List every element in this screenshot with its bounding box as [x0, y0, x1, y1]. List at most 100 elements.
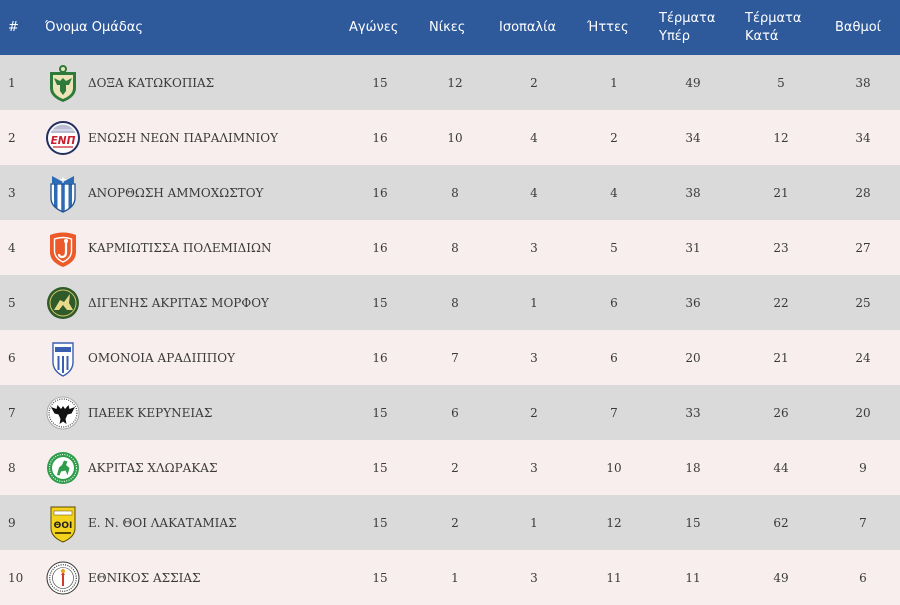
team-name[interactable]: ΑΚΡΙΤΑΣ ΧΛΩΡΑΚΑΣ — [88, 460, 218, 475]
goals-against-cell: 49 — [773, 570, 789, 585]
goals-against-cell: 5 — [777, 75, 785, 90]
team-name[interactable]: ΔΙΓΕΝΗΣ ΑΚΡΙΤΑΣ ΜΟΡΦΟΥ — [88, 295, 269, 310]
team-name[interactable]: ΚΑΡΜΙΩΤΙΣΣΑ ΠΟΛΕΜΙΔΙΩΝ — [88, 240, 272, 255]
team-cell: ΑΝΟΡΘΩΣΗ ΑΜΜΟΧΩΣΤΟΥ — [40, 173, 340, 213]
table-header: # Όνομα Ομάδας Αγώνες Νίκες Ισοπαλία Ήττ… — [0, 0, 900, 55]
wins-cell: 10 — [447, 130, 463, 145]
standings-row: 3 ΑΝΟΡΘΩΣΗ ΑΜΜΟΧΩ — [0, 165, 900, 220]
played-cell: 15 — [372, 460, 388, 475]
goals-against-cell: 44 — [773, 460, 789, 475]
team-name[interactable]: ΕΝΩΣΗ ΝΕΩΝ ΠΑΡΑΛΙΜΝΙΟΥ — [88, 130, 279, 145]
header-wins: Νίκες — [420, 19, 490, 37]
played-cell: 15 — [372, 75, 388, 90]
draws-cell: 3 — [530, 570, 538, 585]
played-cell: 16 — [372, 185, 388, 200]
draws-cell: 4 — [530, 130, 538, 145]
rank-cell: 8 — [8, 460, 16, 475]
team-cell: ΚΑΡΜΙΩΤΙΣΣΑ ΠΟΛΕΜΙΔΙΩΝ — [40, 228, 340, 268]
rank-cell: 10 — [8, 570, 24, 585]
goals-against-cell: 12 — [773, 130, 789, 145]
goals-for-cell: 36 — [685, 295, 701, 310]
wins-cell: 7 — [451, 350, 459, 365]
team-name[interactable]: Ε. Ν. ΘΟΙ ΛΑΚΑΤΑΜΙΑΣ — [88, 515, 237, 530]
goals-for-cell: 11 — [685, 570, 701, 585]
losses-cell: 6 — [610, 295, 618, 310]
draws-cell: 4 — [530, 185, 538, 200]
header-points: Βαθμοί — [826, 19, 900, 37]
team-cell: ΘΟΙ Ε. Ν. ΘΟΙ ΛΑΚΑΤΑΜΙΑΣ — [40, 503, 340, 543]
losses-cell: 1 — [610, 75, 618, 90]
goals-against-cell: 26 — [773, 405, 789, 420]
points-cell: 38 — [855, 75, 871, 90]
header-played-label: Αγώνες — [349, 19, 399, 35]
standings-row: 2 ΕΝΠ ΕΝΩΣΗ ΝΕΩΝ ΠΑΡΑΛΙΜΝΙΟΥ 16 10 4 2 3… — [0, 110, 900, 165]
wins-cell: 1 — [451, 570, 459, 585]
rank-cell: 7 — [8, 405, 16, 420]
omonoia-aradippou-crest-icon — [45, 338, 81, 378]
goals-against-cell: 21 — [773, 350, 789, 365]
points-cell: 20 — [855, 405, 871, 420]
team-name[interactable]: ΑΝΟΡΘΩΣΗ ΑΜΜΟΧΩΣΤΟΥ — [88, 185, 264, 200]
losses-cell: 2 — [610, 130, 618, 145]
rank-cell: 9 — [8, 515, 16, 530]
karmiotissa-crest-icon — [45, 228, 81, 268]
header-losses: Ήττες — [578, 19, 650, 37]
draws-cell: 1 — [530, 515, 538, 530]
ethnikos-assias-crest-icon — [45, 558, 81, 598]
team-cell: ΟΜΟΝΟΙΑ ΑΡΑΔΙΠΠΟΥ — [40, 338, 340, 378]
team-name[interactable]: ΟΜΟΝΟΙΑ ΑΡΑΔΙΠΠΟΥ — [88, 350, 236, 365]
points-cell: 25 — [855, 295, 871, 310]
points-cell: 9 — [859, 460, 867, 475]
points-cell: 7 — [859, 515, 867, 530]
goals-against-cell: 23 — [773, 240, 789, 255]
wins-cell: 8 — [451, 295, 459, 310]
standings-row: 10 ΕΘΝΙΚΟΣ ΑΣΣΙΑΣ 15 1 3 11 11 49 6 — [0, 550, 900, 605]
draws-cell: 3 — [530, 240, 538, 255]
header-team-name: Όνομα Ομάδας — [45, 19, 143, 35]
losses-cell: 4 — [610, 185, 618, 200]
team-cell: ΔΙΓΕΝΗΣ ΑΚΡΙΤΑΣ ΜΟΡΦΟΥ — [40, 283, 340, 323]
team-cell: ΔΟΞΑ ΚΑΤΩΚΟΠΙΑΣ — [40, 63, 340, 103]
rank-cell: 3 — [8, 185, 16, 200]
goals-for-cell: 18 — [685, 460, 701, 475]
goals-for-cell: 31 — [685, 240, 701, 255]
draws-cell: 3 — [530, 460, 538, 475]
team-name[interactable]: ΠΑΕΕΚ ΚΕΡΥΝΕΙΑΣ — [88, 405, 213, 420]
enosi-neon-paralimniou-crest-icon: ΕΝΠ — [45, 118, 81, 158]
points-cell: 27 — [855, 240, 871, 255]
goals-against-cell: 22 — [773, 295, 789, 310]
played-cell: 16 — [372, 240, 388, 255]
logo-lettering: ΘΟΙ — [54, 521, 73, 531]
losses-cell: 6 — [610, 350, 618, 365]
rank-cell: 1 — [8, 75, 16, 90]
header-goals-against: Τέρματα Κατά — [736, 10, 826, 46]
rank-cell: 4 — [8, 240, 16, 255]
logo-lettering: ΕΝΠ — [51, 135, 76, 147]
header-goals-for: Τέρματα Υπέρ — [650, 10, 736, 46]
losses-cell: 11 — [606, 570, 622, 585]
points-cell: 6 — [859, 570, 867, 585]
wins-cell: 2 — [451, 515, 459, 530]
team-name[interactable]: ΔΟΞΑ ΚΑΤΩΚΟΠΙΑΣ — [88, 75, 215, 90]
wins-cell: 8 — [451, 240, 459, 255]
rank-cell: 5 — [8, 295, 16, 310]
standings-row: 1 ΔΟΞΑ ΚΑΤΩΚΟΠΙΑΣ 15 12 2 1 49 5 38 — [0, 55, 900, 110]
standings-row: 8 ΑΚΡΙΤΑΣ ΧΛΩΡΑΚΑΣ 15 2 3 10 18 44 9 — [0, 440, 900, 495]
goals-for-cell: 15 — [685, 515, 701, 530]
goals-for-cell: 49 — [685, 75, 701, 90]
header-wins-label: Νίκες — [429, 19, 466, 35]
played-cell: 16 — [372, 350, 388, 365]
played-cell: 15 — [372, 570, 388, 585]
akritas-chloraka-crest-icon — [45, 448, 81, 488]
team-name[interactable]: ΕΘΝΙΚΟΣ ΑΣΣΙΑΣ — [88, 570, 201, 585]
standings-row: 4 ΚΑΡΜΙΩΤΙΣΣΑ ΠΟΛΕΜΙΔΙΩΝ 16 8 3 5 31 23 … — [0, 220, 900, 275]
header-played: Αγώνες — [340, 19, 420, 37]
thoi-lakatamias-crest-icon: ΘΟΙ — [45, 503, 81, 543]
header-rank: # — [8, 19, 19, 35]
draws-cell: 3 — [530, 350, 538, 365]
goals-for-cell: 33 — [685, 405, 701, 420]
wins-cell: 12 — [447, 75, 463, 90]
played-cell: 16 — [372, 130, 388, 145]
team-cell: ΠΑΕΕΚ ΚΕΡΥΝΕΙΑΣ — [40, 393, 340, 433]
